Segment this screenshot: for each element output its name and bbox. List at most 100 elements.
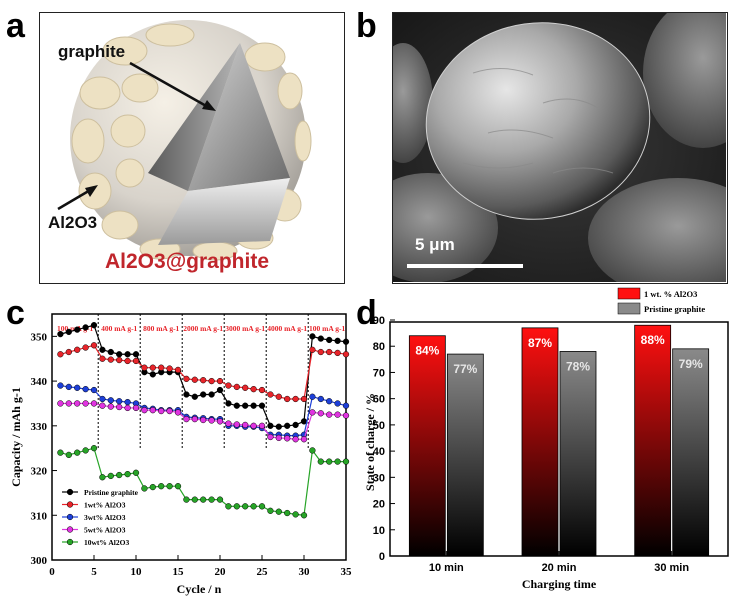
data-point [99, 346, 106, 353]
x-tick-label: 30 [299, 566, 311, 578]
data-point [225, 503, 232, 510]
data-point [292, 436, 299, 443]
data-point [82, 324, 89, 331]
data-point [284, 435, 291, 442]
data-point [242, 402, 249, 409]
legend-marker [66, 513, 74, 521]
y-tick-label: 0 [379, 551, 385, 563]
data-point [82, 400, 89, 407]
data-point [107, 403, 114, 410]
data-point [99, 474, 106, 481]
graphite-arrowhead [202, 100, 216, 111]
data-point [242, 503, 249, 510]
data-point [258, 422, 266, 429]
legend-swatch [617, 302, 641, 315]
data-point [342, 351, 350, 358]
data-point [216, 377, 224, 385]
y-tick-label: 90 [373, 315, 385, 327]
data-point [309, 393, 316, 400]
data-point [116, 351, 123, 358]
data-point [208, 377, 215, 385]
x-axis-title: Cycle / n [177, 582, 222, 596]
legend-swatch [617, 287, 641, 300]
data-point [284, 509, 291, 517]
data-point [57, 382, 64, 389]
y-axis-title: State of charge / % [363, 393, 377, 491]
data-point [183, 375, 190, 383]
data-point [326, 458, 333, 465]
data-point [292, 395, 299, 403]
data-point [183, 415, 190, 423]
data-point [74, 326, 81, 333]
bar [521, 327, 559, 557]
bar [672, 348, 710, 557]
data-point [334, 458, 341, 465]
legend-marker [66, 501, 74, 508]
data-point [141, 407, 148, 414]
data-point [317, 348, 324, 356]
data-point [124, 470, 131, 478]
data-point [149, 483, 156, 491]
y-tick-label: 20 [373, 499, 385, 511]
y-tick-label: 30 [373, 472, 385, 484]
data-point [334, 349, 341, 357]
data-point [342, 402, 350, 409]
y-tick-label: 50 [373, 420, 385, 432]
data-point [65, 383, 72, 391]
data-point [149, 364, 156, 371]
rate-label: 4000 mA g-1 [267, 324, 307, 333]
data-point [208, 417, 215, 424]
data-point [116, 356, 123, 364]
alumina-label: Al2O3 [48, 213, 98, 232]
data-point [267, 391, 274, 398]
data-point [107, 472, 114, 480]
y-tick-label: 310 [31, 510, 48, 522]
legend-marker [66, 538, 74, 546]
y-tick-label: 40 [373, 446, 385, 458]
y-tick-label: 320 [31, 466, 48, 478]
data-point [342, 458, 350, 465]
data-point [191, 393, 198, 400]
data-point [82, 344, 89, 351]
data-point [99, 355, 106, 362]
data-point [267, 433, 274, 441]
series-line [60, 324, 347, 428]
data-point [116, 471, 123, 479]
data-point [57, 351, 64, 358]
data-point [141, 364, 148, 371]
data-point [124, 351, 131, 358]
panel-label-d: d [356, 294, 377, 332]
data-point [275, 393, 282, 400]
data-point [200, 377, 207, 384]
bar [559, 351, 597, 557]
x-axis-title: Charging time [522, 577, 597, 591]
data-point [334, 337, 341, 344]
graphite-label: graphite [58, 42, 126, 61]
bar-value-label: 84% [415, 344, 439, 358]
y-tick-label: 350 [31, 331, 48, 343]
data-point [200, 496, 207, 503]
data-point [90, 342, 98, 349]
data-point [233, 383, 240, 391]
data-point [275, 434, 282, 442]
data-point [124, 398, 131, 406]
data-point [90, 386, 98, 394]
data-point [334, 400, 341, 407]
legend-marker [66, 526, 74, 533]
data-point [342, 338, 350, 345]
data-point [166, 407, 173, 415]
data-point [57, 400, 64, 407]
data-point [250, 503, 257, 510]
composite-caption: Al2O3@graphite [105, 250, 270, 273]
sem-image-panel: 5 μm [392, 12, 728, 284]
data-point [267, 422, 274, 429]
data-point [149, 371, 156, 378]
data-point [82, 385, 89, 393]
data-point [284, 422, 291, 429]
rate-label: 100 mA g-1 [309, 324, 345, 333]
data-point [258, 386, 266, 394]
data-point [233, 503, 240, 510]
data-point [275, 423, 282, 430]
state-of-charge-chart: 0 10 20 30 40 50 60 70 80 90 84% 77% 10 min 87% 78% 20 … [363, 287, 729, 591]
data-point [90, 445, 98, 452]
